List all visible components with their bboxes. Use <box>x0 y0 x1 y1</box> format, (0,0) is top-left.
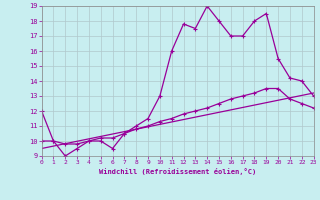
X-axis label: Windchill (Refroidissement éolien,°C): Windchill (Refroidissement éolien,°C) <box>99 168 256 175</box>
